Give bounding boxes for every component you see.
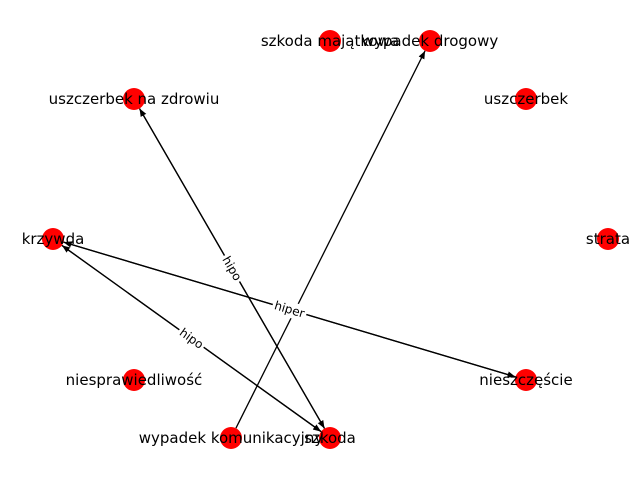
edge-label-nieszczescie-to-krzywda: hiper: [270, 296, 309, 323]
edge-labels-layer: hipo hiper hipo: [174, 251, 309, 354]
edge-label-background: [217, 251, 247, 286]
node-label-wypadek-komunikacyjny: wypadek komunikacyjny: [139, 429, 324, 447]
node-label-nieszczescie: nieszczęście: [479, 371, 572, 389]
node-label-strata: strata: [586, 230, 630, 248]
edge-label-szkoda-to-krzywda: hipo: [174, 323, 209, 354]
node-label-uszczerbek: uszczerbek: [484, 90, 568, 108]
node-krzywda[interactable]: [42, 228, 64, 250]
nodes-layer: [42, 30, 619, 449]
node-wypadek-komunikacyjny[interactable]: [220, 427, 242, 449]
node-szkoda-majatkowa[interactable]: [319, 30, 341, 52]
edge-label-background: [174, 323, 209, 354]
edge-label-background: [270, 296, 309, 323]
node-uszczerbek[interactable]: [515, 88, 537, 110]
node-uszczerbek-na-zdrowiu[interactable]: [123, 88, 145, 110]
node-niesprawiedliwosc[interactable]: [123, 369, 145, 391]
edge-label-szkoda-to-uszczerbek-na-zdrowiu: hipo: [217, 251, 247, 286]
node-label-szkoda-majatkowa: szkoda majątkowa: [261, 32, 399, 50]
node-strata[interactable]: [597, 228, 619, 250]
node-szkoda[interactable]: [319, 427, 341, 449]
node-wypadek-drogowy[interactable]: [419, 30, 441, 52]
node-label-uszczerbek-na-zdrowiu: uszczerbek na zdrowiu: [49, 90, 220, 108]
node-label-niesprawiedliwosc: niesprawiedliwość: [66, 371, 203, 389]
node-label-szkoda: szkoda: [304, 429, 356, 447]
node-label-wypadek-drogowy: wypadek drogowy: [362, 32, 499, 50]
edge-wypadek-komunikacyjny-to-wypadek-drogowy: [235, 50, 426, 429]
node-label-krzywda: krzywda: [22, 230, 85, 248]
node-nieszczescie[interactable]: [515, 369, 537, 391]
